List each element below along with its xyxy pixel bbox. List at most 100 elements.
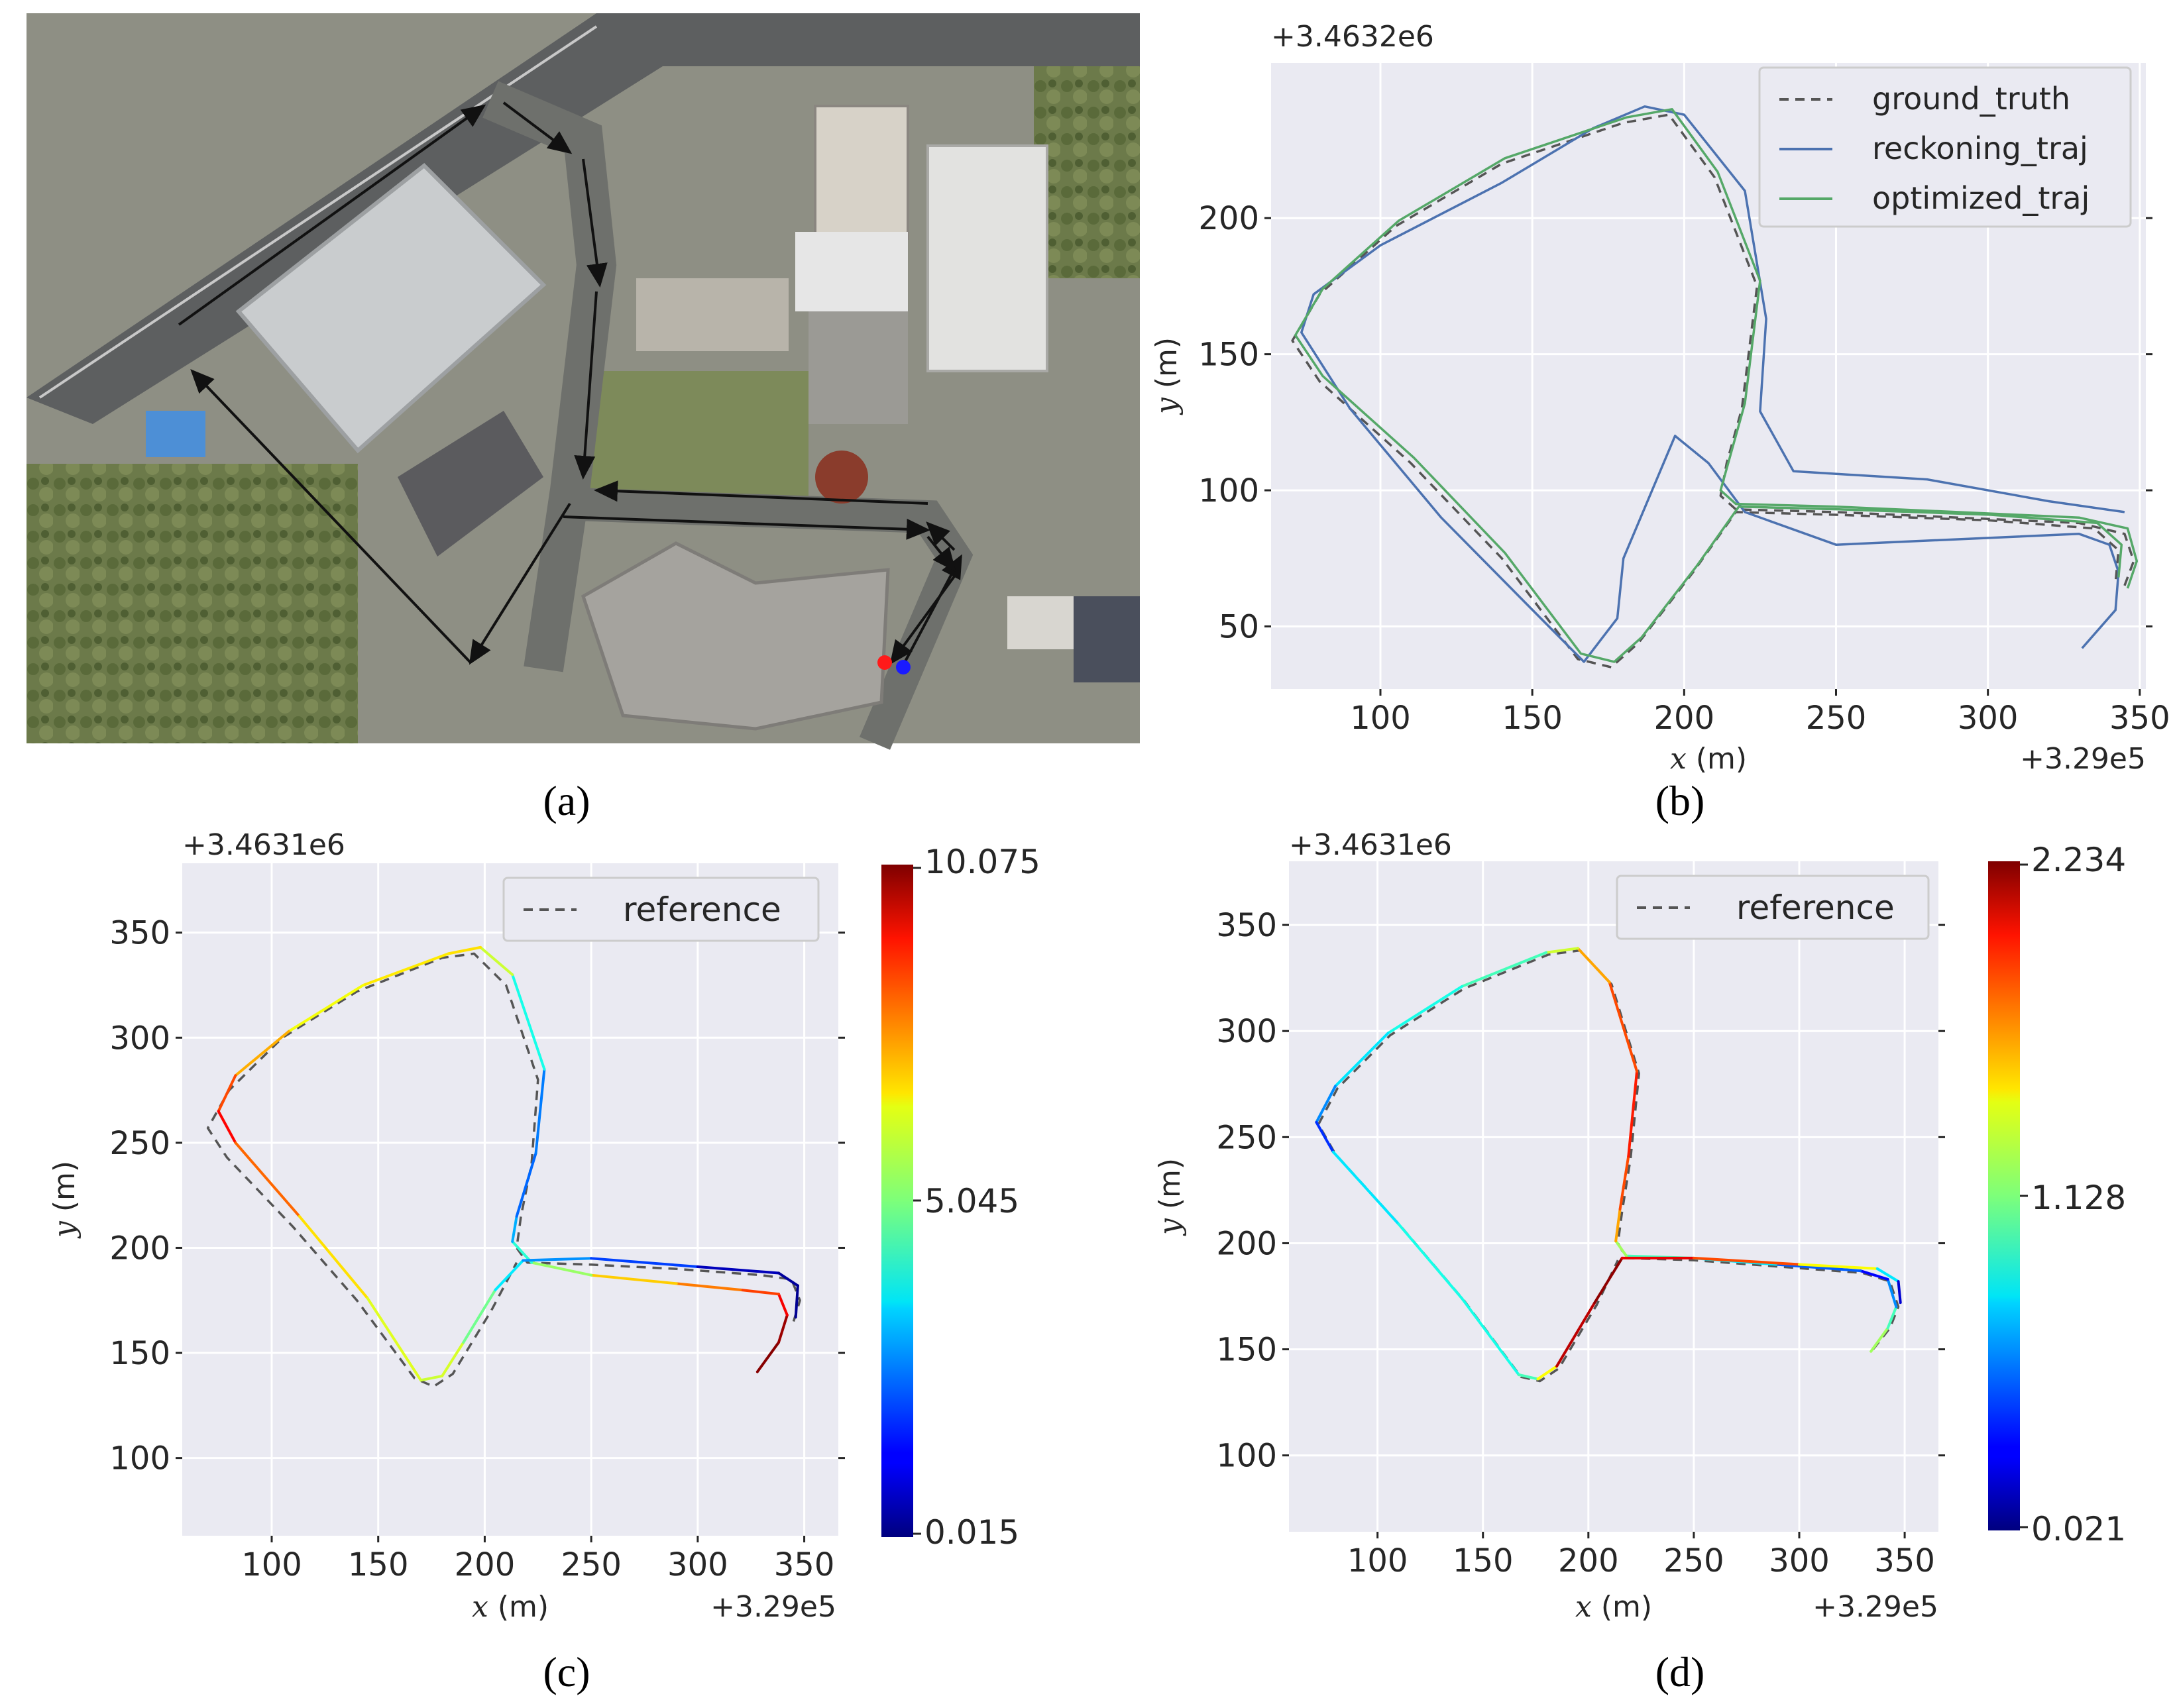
series-optimized_traj	[1294, 108, 2139, 663]
legend-label-optimized: optimized_traj	[1872, 180, 2090, 216]
x-tick-label: 150	[1453, 1542, 1514, 1579]
map-roundabout	[815, 451, 868, 504]
chart-d-ticks: 100 150 200 250 300 350 100 150 200 250 300 350	[1216, 907, 1945, 1579]
chart-d-colorbar-max: 2.234	[2031, 841, 2126, 879]
estimate-segment	[234, 1141, 301, 1218]
chart-c-xlabel-var: x	[472, 1590, 488, 1624]
x-tick-label: 100	[1347, 1542, 1408, 1579]
estimate-segment	[1536, 1365, 1559, 1381]
chart-b-legend-box	[1758, 66, 2132, 228]
series-reckoning_traj	[1300, 105, 2125, 663]
y-tick-label: 350	[109, 915, 170, 952]
chart-d-ylabel: y (m)	[1153, 1158, 1187, 1236]
y-tick-label: 200	[1198, 200, 1259, 237]
chart-c-ylabel-unit: (m)	[48, 1161, 82, 1212]
chart-d-legend: reference	[1616, 875, 1930, 940]
legend-label-ground-truth: ground_truth	[1872, 81, 2070, 117]
route-arrow	[903, 554, 962, 663]
map-highway	[27, 13, 1140, 424]
route-arrow	[594, 480, 928, 505]
chart-b-ylabel: y (m)	[1150, 337, 1184, 415]
legend-label-reference: reference	[1736, 888, 1895, 927]
map-building-blue-roof	[146, 411, 205, 457]
chart-c-xlabel-unit: (m)	[498, 1590, 549, 1624]
estimate-segment	[1618, 1155, 1630, 1211]
route-arrow	[190, 369, 472, 664]
estimate-segment	[479, 945, 514, 977]
estimate-segment	[1460, 1297, 1520, 1377]
estimate-segment	[1460, 951, 1548, 988]
chart-d-ylabel-var: y	[1153, 1218, 1187, 1236]
estimate-segment	[777, 1293, 789, 1316]
chart-c-colorbar-mid: 5.045	[924, 1182, 1019, 1220]
chart-c-series	[206, 945, 801, 1388]
map-building-dark-roof	[398, 411, 543, 557]
estimate-segment	[1545, 947, 1579, 954]
x-tick-label: 200	[455, 1546, 516, 1583]
chart-d-colorbar-min: 0.021	[2031, 1510, 2126, 1548]
chart-c-colorbar-min: 0.015	[924, 1513, 1019, 1552]
chart-d-grid	[1289, 861, 1938, 1532]
estimate-segment	[777, 1313, 789, 1344]
y-tick-label: 350	[1216, 907, 1277, 944]
estimate-segment	[1315, 1085, 1337, 1124]
x-tick-label: 100	[241, 1546, 302, 1583]
estimate-segment	[1886, 1305, 1898, 1330]
chart-d-xlabel-var: x	[1575, 1590, 1592, 1624]
y-tick-label: 100	[1216, 1438, 1277, 1475]
map-building-center	[809, 311, 908, 424]
chart-c-x-offset: +3.29e5	[710, 1590, 836, 1624]
estimate-segment	[494, 1259, 525, 1291]
estimate-segment	[1555, 1301, 1596, 1368]
y-tick-label: 50	[1219, 609, 1259, 646]
start-marker-red	[877, 655, 892, 670]
estimate-segment	[362, 952, 450, 987]
estimate-segment	[696, 1265, 780, 1275]
chart-b-legend: ground_truth reckoning_traj optimized_tr…	[1758, 66, 2132, 228]
y-tick-label: 100	[109, 1440, 170, 1477]
y-tick-label: 100	[1198, 472, 1259, 509]
panel-c-chart: 100 150 200 250 300 350 100 150 200 250 300 350 +3.…	[48, 828, 1040, 1624]
estimate-segment	[1869, 1326, 1889, 1353]
caption-d: (d)	[1655, 1648, 1705, 1695]
panel-a-aerial-map	[27, 13, 1140, 750]
chart-c-colorbar-max: 10.075	[924, 843, 1040, 881]
map-lawn	[570, 371, 809, 504]
chart-d-y-offset: +3.4631e6	[1289, 828, 1452, 862]
y-tick-label: 200	[1216, 1225, 1277, 1262]
chart-b-ylabel-var: y	[1150, 397, 1184, 415]
estimate-segment	[217, 1110, 237, 1144]
chart-b-y-offset: +3.4632e6	[1271, 20, 1434, 54]
x-tick-label: 200	[1558, 1542, 1619, 1579]
map-building-west-block	[636, 278, 789, 351]
estimate-segment	[515, 1151, 537, 1218]
route-arrow	[574, 291, 598, 480]
estimate-segment	[1331, 1150, 1400, 1226]
estimate-segment	[590, 1257, 699, 1268]
estimate-segment	[1692, 1256, 1801, 1266]
x-tick-label: 150	[1502, 700, 1563, 737]
chart-b-x-offset: +3.29e5	[2020, 742, 2146, 776]
estimate-segment	[1897, 1280, 1902, 1305]
x-tick-label: 150	[348, 1546, 409, 1583]
legend-label-reckoning: reckoning_traj	[1872, 131, 2088, 166]
caption-b: (b)	[1655, 777, 1705, 824]
chart-c-axes-background	[182, 863, 838, 1536]
estimate-segment	[755, 1341, 780, 1373]
chart-d-xlabel-unit: (m)	[1601, 1590, 1652, 1624]
x-tick-label: 300	[667, 1546, 728, 1583]
estimate-segment	[590, 1273, 678, 1285]
map-building-small	[1007, 596, 1080, 649]
estimate-segment	[1608, 981, 1638, 1073]
chart-d-x-offset: +3.29e5	[1812, 1590, 1938, 1624]
map-building-dark-east	[1074, 596, 1140, 682]
estimate-segment	[298, 1214, 369, 1300]
route-arrow	[926, 535, 956, 572]
estimate-segment	[675, 1282, 742, 1291]
y-tick-label: 300	[1216, 1013, 1277, 1050]
x-tick-label: 200	[1654, 700, 1715, 737]
estimate-segment	[419, 1374, 444, 1382]
estimate-segment	[1397, 1222, 1463, 1300]
estimate-segment	[447, 945, 482, 955]
chart-d-colorbar	[1988, 861, 2020, 1530]
